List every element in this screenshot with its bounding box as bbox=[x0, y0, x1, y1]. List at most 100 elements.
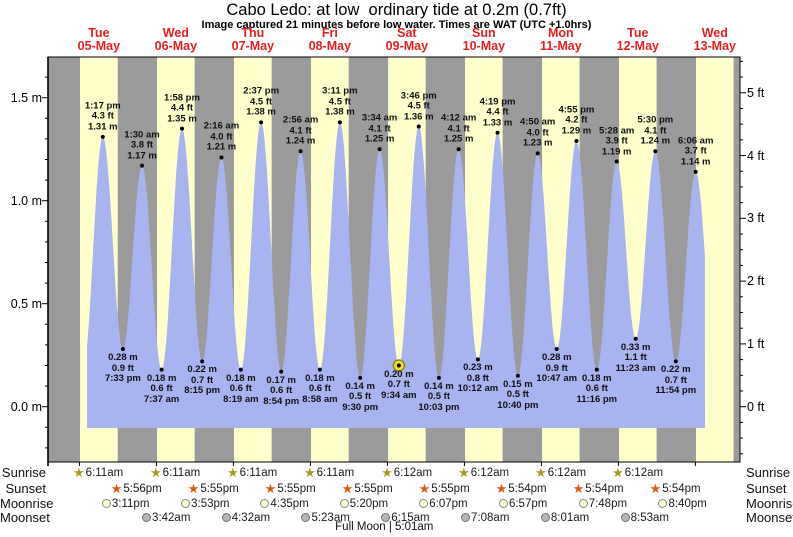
tide-high-annotation: 2:37 pm 4.5 ft 1.38 m bbox=[243, 85, 280, 118]
moonrise-entry: 6:07pm bbox=[419, 496, 468, 511]
moonset-circle-icon bbox=[381, 513, 391, 522]
tide-event-dot bbox=[259, 120, 264, 125]
day-label: Tue 05-May bbox=[77, 26, 121, 53]
tide-high-annotation: 2:16 am 4.0 ft 1.21 m bbox=[203, 120, 240, 153]
astro-time: 3:53pm bbox=[191, 497, 230, 510]
astro-row-label-left: Sunset bbox=[5, 481, 46, 496]
astro-time: 6:12am bbox=[393, 466, 433, 479]
tide-event-dot bbox=[317, 367, 322, 372]
moonrise-circle-icon bbox=[260, 499, 270, 508]
tide-high-annotation: 1:17 pm 4.3 ft 1.31 m bbox=[84, 100, 121, 133]
tide-low-annotation: 0.18 m 0.6 ft 8:19 am bbox=[223, 372, 259, 405]
sunrise-star-icon: ★ bbox=[227, 465, 239, 480]
tide-event-dot bbox=[416, 124, 421, 129]
sunrise-star-icon: ★ bbox=[535, 465, 547, 480]
moonrise-circle-icon bbox=[658, 499, 668, 508]
astro-time: 5:20pm bbox=[349, 497, 389, 510]
tide-low-annotation: 0.20 m 0.7 ft 9:34 am bbox=[381, 368, 417, 401]
tide-high-annotation: 4:50 am 4.0 ft 1.23 m bbox=[519, 116, 556, 149]
tide-event-dot bbox=[396, 363, 401, 368]
tide-event-dot bbox=[159, 367, 164, 372]
y-axis-label-m: 0.5 m bbox=[10, 296, 42, 311]
sunset-star-icon: ★ bbox=[341, 481, 354, 496]
tide-high-annotation: 5:28 am 3.9 ft 1.19 m bbox=[598, 125, 635, 158]
astro-time: 5:55pm bbox=[277, 482, 316, 495]
astro-time: 5:54pm bbox=[508, 482, 547, 495]
day-label: Sat 09-May bbox=[385, 26, 429, 53]
moonset-entry: 5:23am bbox=[301, 510, 350, 525]
chart-subtitle: Image captured 21 minutes before low wat… bbox=[201, 19, 592, 31]
astro-time: 8:40pm bbox=[668, 497, 707, 510]
astro-time: 7:48pm bbox=[588, 497, 628, 510]
y-axis-label-m: 1.0 m bbox=[10, 193, 42, 208]
sunrise-entry: ★ 6:12am bbox=[458, 465, 509, 480]
tide-event-dot bbox=[358, 375, 363, 380]
sunset-star-icon: ★ bbox=[649, 481, 662, 496]
sunset-entry: ★ 5:55pm bbox=[188, 481, 239, 496]
astro-row-label-left: Moonrise bbox=[0, 496, 54, 511]
moonset-circle-icon bbox=[142, 513, 152, 522]
tide-high-annotation: 3:46 pm 4.5 ft 1.36 m bbox=[400, 90, 437, 123]
tide-low-annotation: 0.28 m 0.9 ft 10:47 am bbox=[536, 352, 578, 385]
day-label: Wed 06-May bbox=[154, 26, 198, 53]
tide-high-annotation: 1:30 am 3.8 ft 1.17 m bbox=[124, 129, 160, 162]
astro-time: 5:23am bbox=[311, 511, 350, 524]
astro-time: 5:55pm bbox=[431, 482, 470, 495]
sunrise-entry: ★ 6:12am bbox=[381, 465, 432, 480]
sunset-entry: ★ 5:55pm bbox=[265, 481, 316, 496]
sunset-star-icon: ★ bbox=[418, 481, 431, 496]
tide-high-annotation: 6:06 am 3.7 ft 1.14 m bbox=[678, 135, 714, 168]
tide-event-dot bbox=[673, 359, 678, 364]
tide-event-dot bbox=[219, 155, 224, 160]
moonrise-circle-icon bbox=[578, 499, 588, 508]
moonrise-entry: 3:53pm bbox=[181, 496, 230, 511]
astro-time: 6:12am bbox=[624, 466, 664, 479]
sunrise-star-icon: ★ bbox=[150, 465, 162, 480]
moonset-entry: 8:53am bbox=[620, 510, 669, 525]
astro-time: 6:15am bbox=[391, 511, 430, 524]
tide-event-dot bbox=[633, 336, 638, 341]
astro-row-label-left: Moonset bbox=[0, 510, 50, 525]
tide-area bbox=[87, 122, 705, 429]
sunrise-entry: ★ 6:11am bbox=[304, 465, 354, 480]
sunset-star-icon: ★ bbox=[572, 481, 585, 496]
moonrise-circle-icon bbox=[419, 499, 429, 508]
y-axis-label-ft: 0 ft bbox=[747, 399, 765, 414]
tide-low-annotation: 0.28 m 0.9 ft 7:33 pm bbox=[104, 352, 141, 385]
astro-time: 6:11am bbox=[239, 466, 278, 479]
tide-event-dot bbox=[653, 149, 658, 154]
y-axis-label-ft: 2 ft bbox=[747, 274, 765, 289]
tide-event-dot bbox=[475, 357, 480, 362]
moonrise-entry: 8:40pm bbox=[658, 496, 707, 511]
tide-high-annotation: 2:56 am 4.1 ft 1.24 m bbox=[282, 114, 319, 147]
tide-low-annotation: 0.17 m 0.6 ft 8:54 pm bbox=[263, 374, 300, 407]
tide-low-annotation: 0.23 m 0.8 ft 10:12 am bbox=[457, 362, 499, 395]
sunrise-entry: ★ 6:11am bbox=[150, 465, 200, 480]
moonset-circle-icon bbox=[620, 513, 630, 522]
moonrise-entry: 6:57pm bbox=[498, 496, 548, 511]
astro-time: 5:54pm bbox=[585, 482, 624, 495]
tide-event-dot bbox=[535, 151, 540, 156]
sunset-entry: ★ 5:54pm bbox=[496, 481, 547, 496]
tide-low-annotation: 0.22 m 0.7 ft 11:54 pm bbox=[655, 364, 697, 397]
moonrise-circle-icon bbox=[498, 499, 508, 508]
sunrise-star-icon: ★ bbox=[73, 465, 85, 480]
astro-time: 7:08am bbox=[471, 511, 510, 524]
tide-high-annotation: 3:11 pm 4.5 ft 1.38 m bbox=[322, 85, 358, 118]
chart-title: Cabo Ledo: at low ordinary tide at 0.2m … bbox=[226, 1, 567, 19]
tide-low-annotation: 0.33 m 1.1 ft 11:23 am bbox=[615, 341, 656, 374]
moonset-circle-icon bbox=[221, 513, 231, 522]
moonrise-entry: 5:20pm bbox=[339, 496, 389, 511]
tide-high-annotation: 5:30 pm 4.1 ft 1.24 m bbox=[637, 114, 674, 147]
moonrise-entry: 7:48pm bbox=[578, 496, 628, 511]
tide-low-annotation: 0.14 m 0.5 ft 9:30 pm bbox=[342, 380, 379, 413]
sunset-star-icon: ★ bbox=[495, 481, 508, 496]
astro-time: 6:57pm bbox=[508, 497, 548, 510]
tide-low-annotation: 0.15 m 0.5 ft 10:40 pm bbox=[497, 378, 539, 411]
tide-low-annotation: 0.14 m 0.5 ft 10:03 pm bbox=[418, 380, 460, 413]
day-label: Thu 07-May bbox=[231, 26, 275, 53]
tide-low-annotation: 0.18 m 0.6 ft 8:58 am bbox=[302, 372, 338, 405]
sunrise-star-icon: ★ bbox=[304, 465, 316, 480]
astro-time: 5:56pm bbox=[123, 482, 162, 495]
